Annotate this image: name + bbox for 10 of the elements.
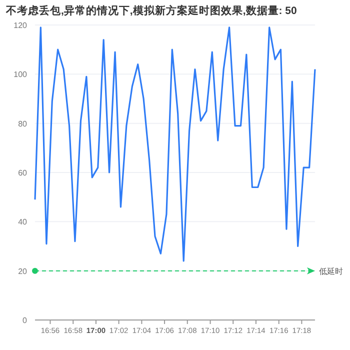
line-series bbox=[34, 26, 316, 262]
y-tick-label: 40 bbox=[18, 218, 28, 227]
y-tick-label: 120 bbox=[14, 21, 28, 30]
y-tick-label: 60 bbox=[18, 168, 28, 178]
y-tick-label: 20 bbox=[18, 266, 28, 276]
chart-title: 不考虑丢包,异常的情况下,模拟新方案延时图效果,数据量: 50 bbox=[5, 4, 298, 17]
y-tick-label: 80 bbox=[18, 119, 28, 128]
y-tick-label: 0 bbox=[22, 316, 28, 325]
y-tick-label: 100 bbox=[14, 70, 28, 80]
ref-line-label: 低延时 bbox=[319, 266, 343, 276]
